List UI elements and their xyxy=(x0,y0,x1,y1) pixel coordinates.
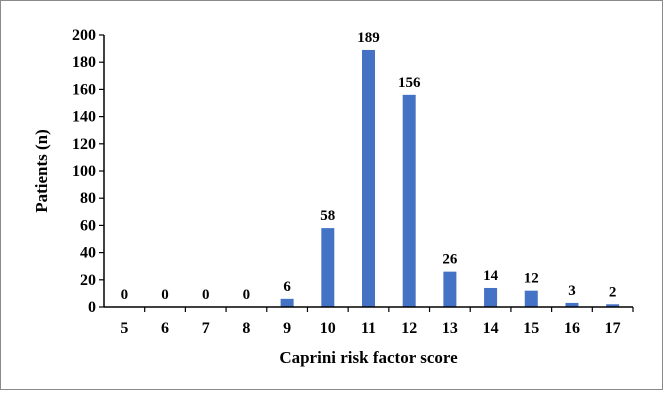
x-tick-label-7: 7 xyxy=(202,320,210,337)
data-label-16: 3 xyxy=(568,283,576,299)
y-tick-label: 200 xyxy=(72,27,96,44)
x-tick-label-10: 10 xyxy=(320,320,336,337)
data-label-14: 14 xyxy=(483,268,499,284)
x-tick-label-13: 13 xyxy=(442,320,458,337)
y-axis-ticks: 0 20 40 60 80 100 120 140 160 180 200 xyxy=(72,27,104,316)
y-tick-label: 40 xyxy=(80,245,96,262)
x-tick-label-11: 11 xyxy=(361,320,376,337)
y-tick-label: 20 xyxy=(80,272,96,289)
x-tick-label-9: 9 xyxy=(283,320,291,337)
bars xyxy=(280,49,620,308)
x-axis-ticks: 5 6 7 8 9 10 11 12 13 14 15 16 17 xyxy=(120,307,634,337)
bar-10 xyxy=(321,228,335,307)
bar-14 xyxy=(484,287,498,307)
bar-13 xyxy=(443,271,457,307)
data-label-11: 189 xyxy=(357,30,380,46)
x-tick-label-6: 6 xyxy=(161,320,169,337)
bar-16 xyxy=(565,302,579,307)
bar-12 xyxy=(402,94,416,307)
data-label-8: 0 xyxy=(243,287,251,303)
y-tick-label: 60 xyxy=(80,217,96,234)
data-label-13: 26 xyxy=(442,252,458,268)
y-axis-title: Patients (n) xyxy=(32,129,51,213)
x-tick-label-8: 8 xyxy=(242,320,250,337)
y-tick-label: 100 xyxy=(72,163,96,180)
bar-9 xyxy=(280,298,294,307)
y-tick-label: 80 xyxy=(80,190,96,207)
x-tick-label-16: 16 xyxy=(564,320,580,337)
data-label-12: 156 xyxy=(398,75,421,91)
data-label-15: 12 xyxy=(524,271,539,287)
data-labels: 0 0 0 0 6 58 189 156 26 14 12 3 2 xyxy=(121,30,617,303)
x-tick-label-5: 5 xyxy=(120,320,128,337)
data-label-10: 58 xyxy=(320,208,335,224)
data-label-17: 2 xyxy=(609,284,617,300)
data-label-5: 0 xyxy=(121,287,129,303)
y-tick-label: 140 xyxy=(72,109,96,126)
data-label-7: 0 xyxy=(202,287,210,303)
y-tick-label: 160 xyxy=(72,81,96,98)
y-tick-label: 180 xyxy=(72,54,96,71)
y-tick-label: 120 xyxy=(72,136,96,153)
x-tick-label-17: 17 xyxy=(605,320,621,337)
data-label-9: 6 xyxy=(283,279,291,295)
x-tick-label-15: 15 xyxy=(523,320,539,337)
x-tick-label-12: 12 xyxy=(401,320,417,337)
x-tick-label-14: 14 xyxy=(483,320,499,337)
x-axis-title: Caprini risk factor score xyxy=(279,348,458,367)
bar-17 xyxy=(606,304,620,307)
y-tick-label: 0 xyxy=(88,299,96,316)
bar-15 xyxy=(524,290,538,307)
data-label-6: 0 xyxy=(161,287,169,303)
bar-11 xyxy=(362,49,375,308)
